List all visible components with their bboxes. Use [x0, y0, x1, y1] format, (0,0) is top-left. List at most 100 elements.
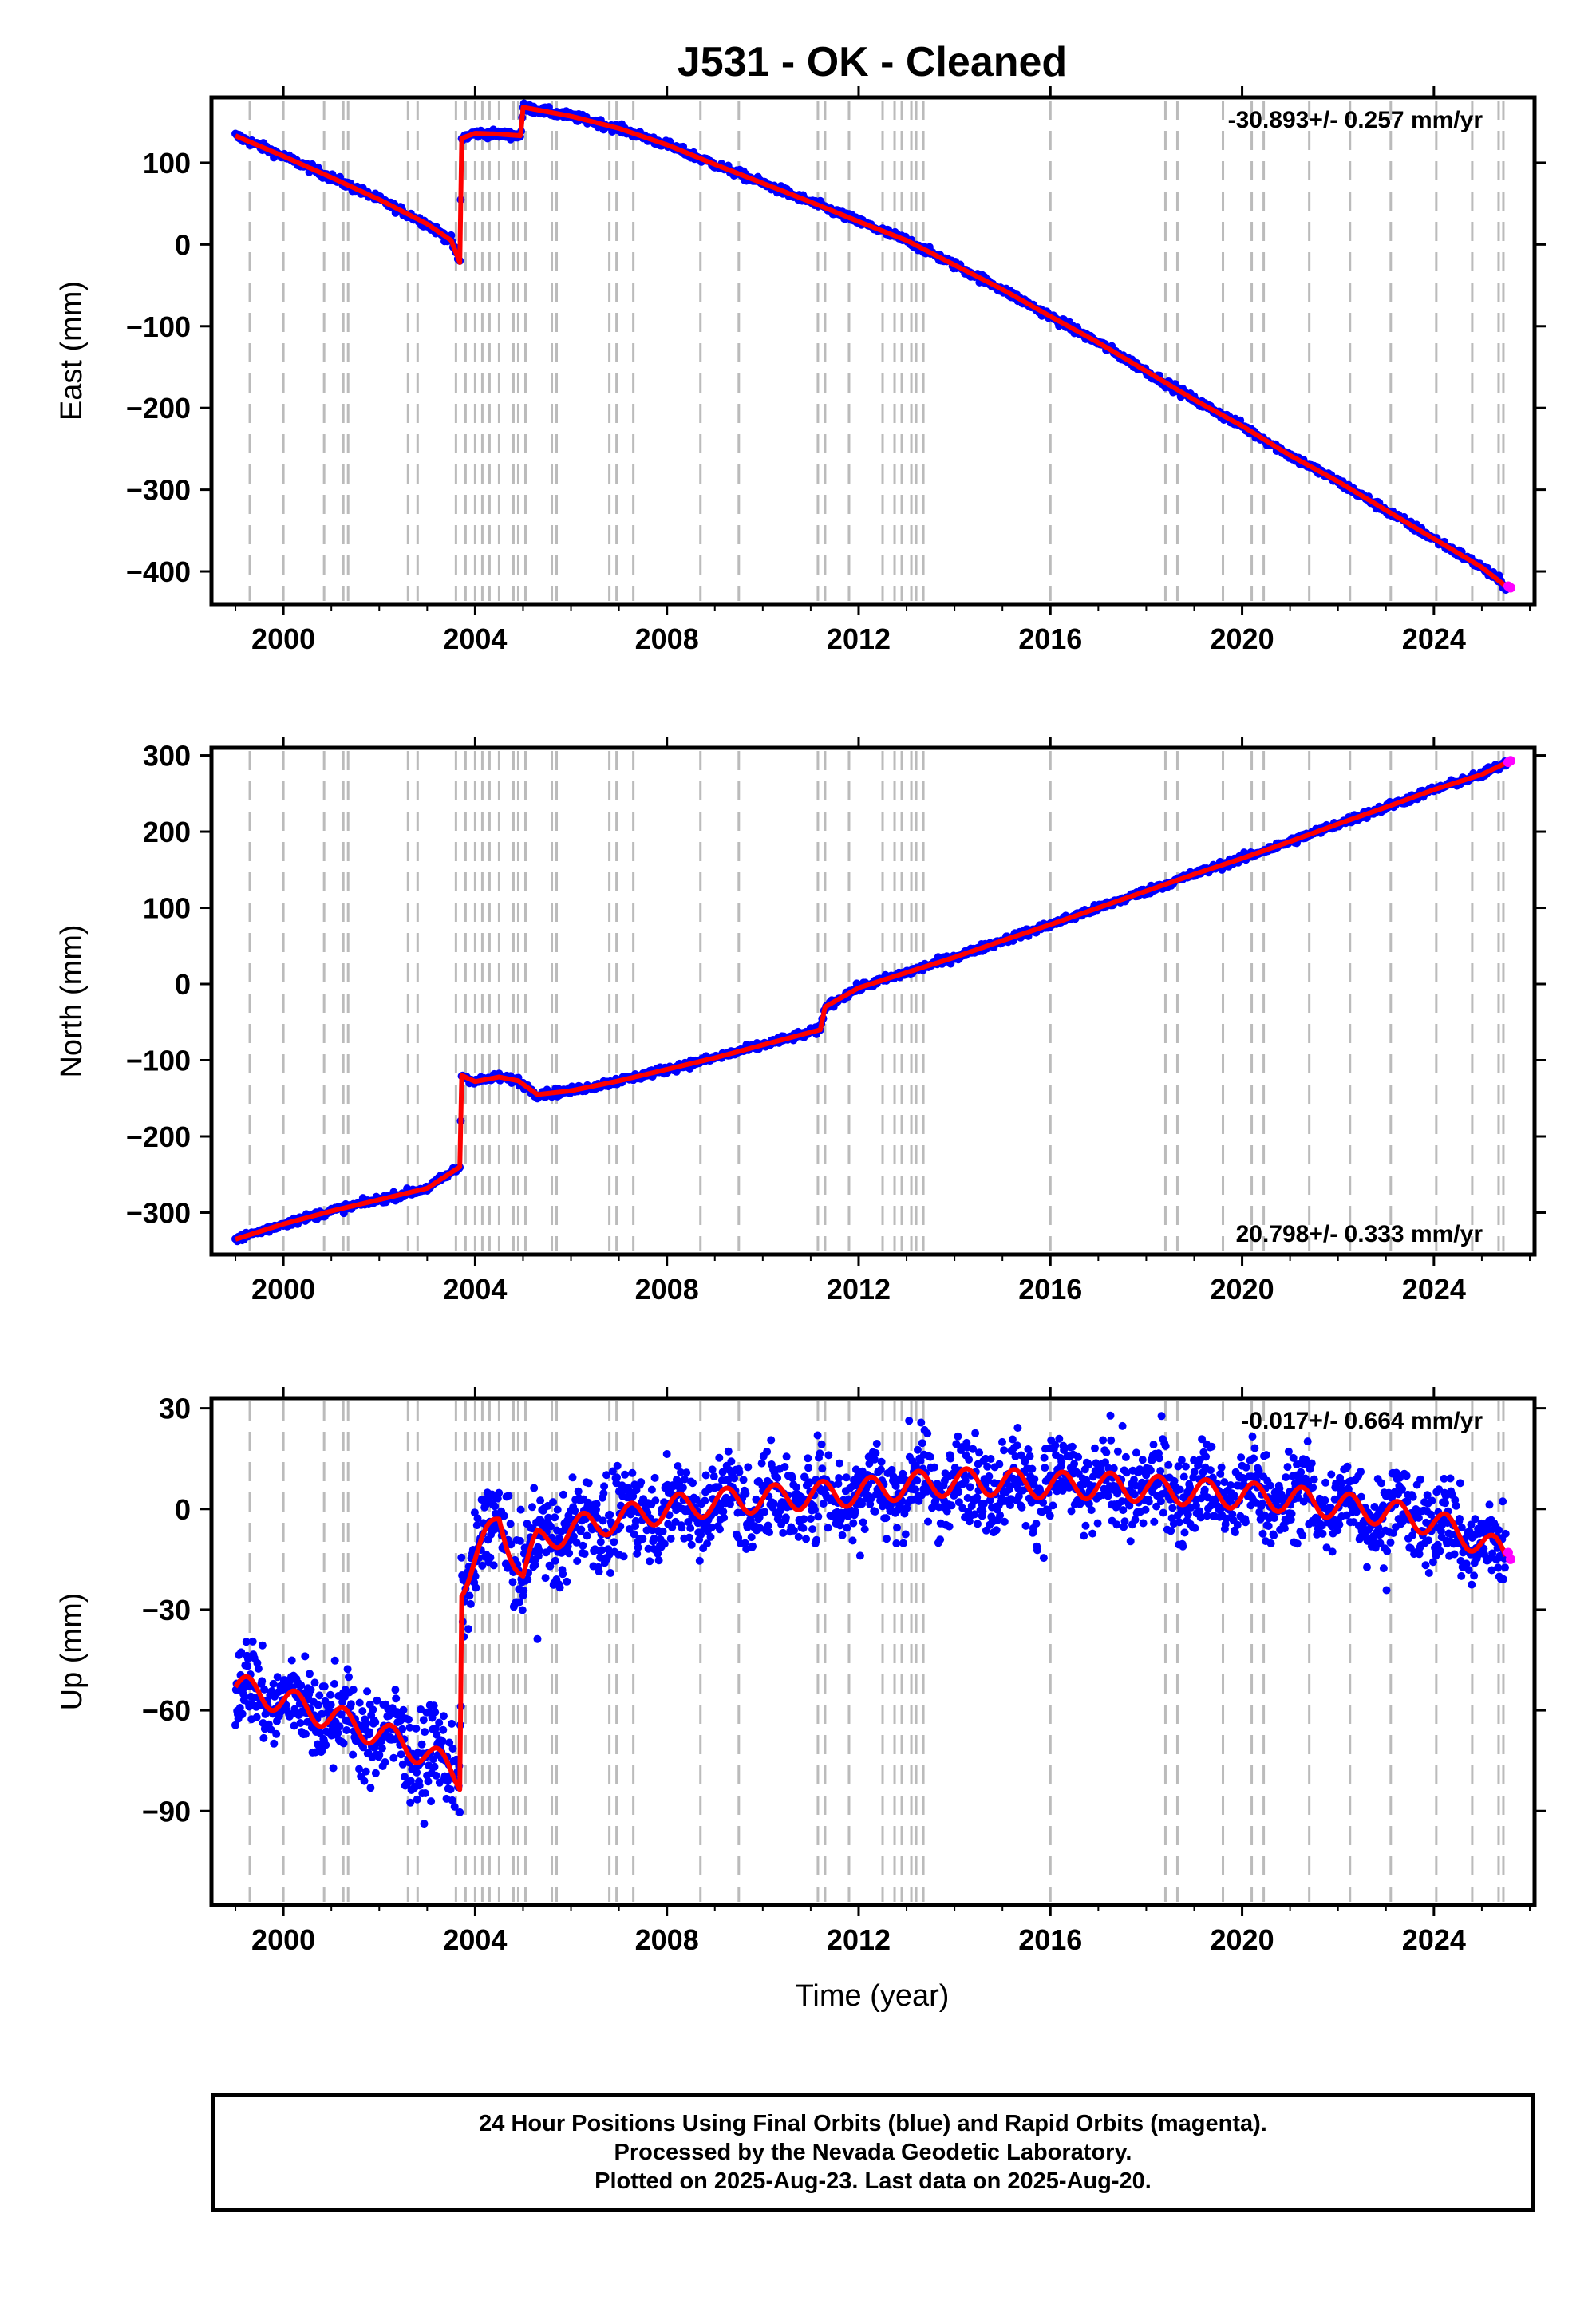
- data-point: [1033, 1546, 1041, 1555]
- data-point: [339, 1739, 348, 1748]
- data-point: [1328, 1547, 1337, 1556]
- data-point: [930, 1463, 938, 1472]
- data-point: [715, 1453, 724, 1462]
- data-point: [1040, 1453, 1049, 1462]
- data-point: [1180, 1528, 1189, 1537]
- data-point: [1139, 1519, 1148, 1528]
- data-point: [706, 1532, 715, 1541]
- data-point: [686, 1524, 695, 1532]
- data-point: [749, 1542, 757, 1551]
- data-point: [1217, 1463, 1226, 1472]
- y-tick-label: −200: [126, 1120, 191, 1153]
- data-point: [399, 1705, 408, 1714]
- data-point: [549, 1498, 557, 1507]
- data-point: [269, 1679, 278, 1688]
- data-point: [528, 1503, 536, 1512]
- data-point: [1309, 1483, 1317, 1492]
- data-point: [559, 1570, 567, 1579]
- data-point: [685, 1533, 693, 1542]
- data-point: [1138, 1456, 1147, 1464]
- data-point: [465, 1591, 474, 1600]
- data-point: [1032, 1520, 1041, 1528]
- y-tick-label: 0: [175, 968, 191, 1001]
- data-point: [1024, 1445, 1033, 1453]
- data-point: [1343, 1462, 1352, 1471]
- data-point: [701, 1471, 710, 1480]
- data-point: [1156, 1497, 1165, 1506]
- x-tick-label: 2016: [1018, 1273, 1082, 1306]
- data-point: [1164, 1460, 1173, 1469]
- data-point: [859, 1518, 867, 1527]
- data-point: [366, 1784, 375, 1792]
- data-point: [397, 1750, 405, 1759]
- data-point: [708, 1465, 717, 1474]
- data-point: [876, 1465, 885, 1474]
- data-point: [1039, 1554, 1048, 1563]
- data-point: [508, 1578, 517, 1587]
- data-point: [553, 1505, 562, 1514]
- data-point: [849, 1519, 858, 1528]
- data-point: [448, 1745, 457, 1753]
- y-tick-label: −100: [126, 1045, 191, 1077]
- data-point: [599, 1489, 608, 1497]
- data-point: [716, 1525, 724, 1534]
- data-point: [1030, 1475, 1039, 1484]
- data-point: [1233, 1520, 1242, 1529]
- x-tick-label: 2020: [1211, 1273, 1274, 1306]
- data-point: [1107, 1436, 1116, 1445]
- data-point: [947, 1501, 956, 1510]
- data-point: [326, 1690, 334, 1699]
- data-point: [1168, 1504, 1177, 1512]
- data-point: [816, 1449, 824, 1458]
- data-point: [923, 1429, 932, 1438]
- data-point: [302, 1729, 310, 1738]
- data-point: [613, 1473, 621, 1482]
- data-point: [835, 1474, 843, 1482]
- data-point: [998, 1437, 1006, 1446]
- data-point: [763, 1448, 772, 1456]
- data-point: [580, 1550, 589, 1558]
- data-point: [1200, 1485, 1209, 1494]
- data-point: [1191, 1524, 1199, 1532]
- data-point: [1041, 1464, 1049, 1472]
- x-tick-label: 2012: [827, 1273, 891, 1306]
- data-point: [899, 1539, 907, 1547]
- data-point: [767, 1436, 776, 1445]
- data-point: [1270, 1514, 1278, 1523]
- data-point: [504, 1492, 513, 1500]
- data-point: [326, 1701, 335, 1709]
- data-point: [1126, 1537, 1135, 1546]
- data-point: [1298, 1531, 1307, 1540]
- data-point: [519, 1586, 528, 1595]
- data-point: [595, 1567, 603, 1576]
- data-point: [812, 1535, 821, 1544]
- data-point: [377, 1744, 386, 1753]
- x-tick-label: 2000: [251, 1273, 315, 1306]
- data-point: [606, 1510, 614, 1519]
- data-point: [1181, 1462, 1190, 1471]
- data-point: [1118, 1421, 1127, 1430]
- data-point: [568, 1473, 577, 1482]
- data-point: [727, 1457, 736, 1466]
- data-point: [1021, 1521, 1030, 1530]
- data-point: [535, 1547, 543, 1555]
- data-point: [472, 1583, 480, 1592]
- north-panel: 2000 2004 2008 2012 2016 2020 2024−300−200−100…: [55, 737, 1546, 1306]
- data-point: [421, 1789, 429, 1797]
- data-point: [1074, 1452, 1083, 1461]
- data-point: [974, 1520, 982, 1528]
- data-point: [936, 1535, 945, 1544]
- data-point: [966, 1483, 974, 1492]
- data-point: [1025, 1452, 1034, 1460]
- data-point: [1266, 1481, 1274, 1490]
- data-point: [838, 1531, 847, 1539]
- data-point: [882, 1514, 891, 1523]
- data-point: [764, 1521, 772, 1530]
- data-point: [349, 1686, 358, 1694]
- x-tick-label: 2020: [1211, 622, 1274, 655]
- data-point: [1383, 1547, 1392, 1555]
- data-point: [860, 1525, 869, 1534]
- data-point: [739, 1476, 748, 1484]
- data-point: [654, 1556, 663, 1565]
- data-point: [695, 1556, 704, 1565]
